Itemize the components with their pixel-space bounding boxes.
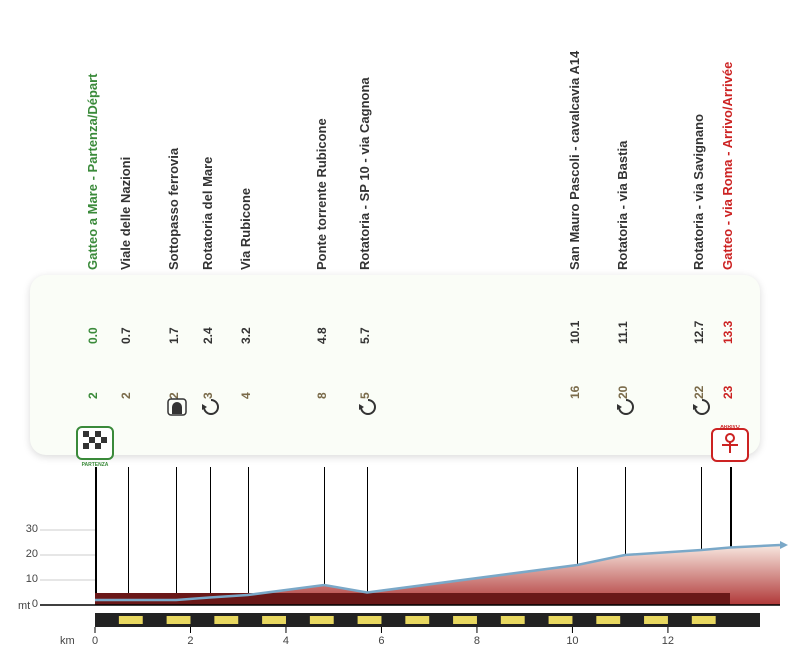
waypoint-labels-area: Gatteo a Mare - Partenza/Départ Viale del… <box>0 10 788 270</box>
chart-background-box <box>30 275 760 455</box>
elevation-value: 8 <box>315 392 329 399</box>
y-tick-label: 30 <box>8 523 38 535</box>
waypoint-label: Rotatoria - SP 10 - via Cagnona <box>357 77 372 270</box>
mt-axis-label: mt <box>18 600 30 612</box>
elevation-value: 2 <box>119 392 133 399</box>
svg-text:ARRIVO: ARRIVO <box>720 425 740 430</box>
km-value: 0.7 <box>119 327 133 344</box>
km-value: 11.1 <box>616 321 630 344</box>
km-value: 10.1 <box>568 321 582 344</box>
km-value: 13.3 <box>721 321 735 344</box>
km-value: 4.8 <box>315 327 329 344</box>
km-value: 1.7 <box>167 327 181 344</box>
waypoint-label: Rotatoria del Mare <box>200 157 215 270</box>
waypoint-label: Rotatoria - via Savignano <box>691 114 706 270</box>
waypoint-label: Rotatoria - via Bastia <box>615 141 630 270</box>
elevation-profile-chart <box>0 455 788 665</box>
elevation-value: 2 <box>86 392 100 399</box>
km-value: 5.7 <box>358 327 372 344</box>
km-value: 3.2 <box>239 327 253 344</box>
tunnel-icon <box>167 398 187 416</box>
x-tick-label: 8 <box>467 635 487 647</box>
x-tick-label: 4 <box>276 635 296 647</box>
elevation-value: 4 <box>239 392 253 399</box>
km-value: 12.7 <box>692 321 706 344</box>
waypoint-label: San Mauro Pascoli - cavalcavia A14 <box>567 51 582 270</box>
km-value: 2.4 <box>201 327 215 344</box>
roundabout-icon <box>202 398 220 416</box>
waypoint-label: Sottopasso ferrovia <box>166 148 181 270</box>
roundabout-icon <box>693 398 711 416</box>
waypoint-label: Gatteo a Mare - Partenza/Départ <box>85 73 100 270</box>
y-tick-label: 10 <box>8 573 38 585</box>
x-tick-label: 10 <box>562 635 582 647</box>
x-tick-label: 0 <box>85 635 105 647</box>
elevation-value: 22 <box>692 386 706 399</box>
roundabout-icon <box>617 398 635 416</box>
waypoint-label: Gatteo - via Roma - Arrivo/Arrivée <box>720 62 735 270</box>
waypoint-label: Ponte torrente Rubicone <box>314 118 329 270</box>
waypoint-label: Viale delle Nazioni <box>118 157 133 270</box>
waypoint-label: Via Rubicone <box>238 188 253 270</box>
km-axis-label: km <box>60 635 75 647</box>
elevation-value: 20 <box>616 386 630 399</box>
elevation-value: 16 <box>568 386 582 399</box>
x-tick-label: 12 <box>658 635 678 647</box>
x-tick-label: 2 <box>180 635 200 647</box>
elevation-value: 23 <box>721 386 735 399</box>
km-value: 0.0 <box>86 327 100 344</box>
y-tick-label: 20 <box>8 548 38 560</box>
roundabout-icon <box>359 398 377 416</box>
x-tick-label: 6 <box>371 635 391 647</box>
